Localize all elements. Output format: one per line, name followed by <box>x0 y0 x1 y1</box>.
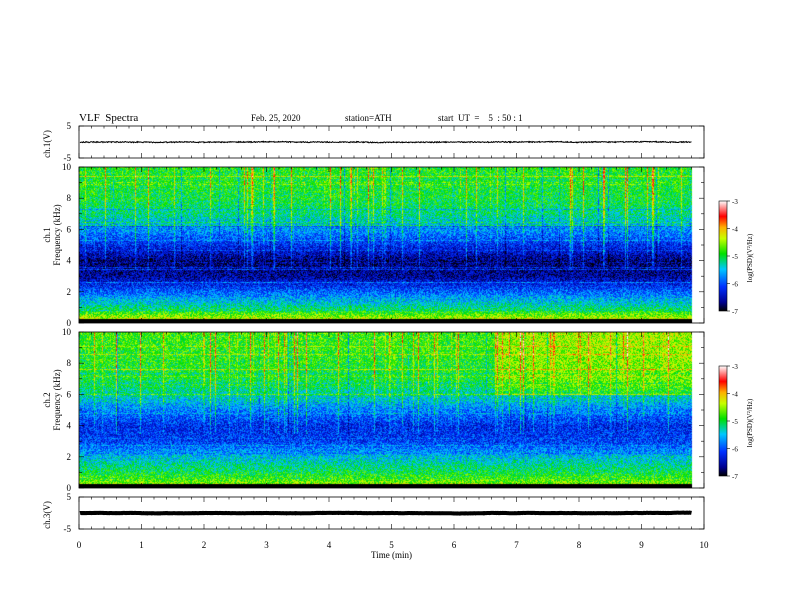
spec1-y-tick-label: 0 <box>67 318 72 328</box>
spectrogram-image-ch2 <box>79 332 704 488</box>
ch3-trace <box>79 510 692 516</box>
spec2-y-tick-label: 6 <box>67 389 72 399</box>
ch1-y-tick-label: -5 <box>64 153 72 163</box>
x-tick-label-0: 0 <box>77 540 82 550</box>
x-axis-title: Time (min) <box>371 550 412 560</box>
spec2-channel-label: ch.2 <box>42 392 52 407</box>
x-tick-label-8: 8 <box>577 540 582 550</box>
x-tick-label-9: 9 <box>639 540 644 550</box>
x-tick-label-1: 1 <box>139 540 144 550</box>
spec1-ylabel: Frequency (kHz) <box>52 204 62 265</box>
x-tick-label-6: 6 <box>452 540 457 550</box>
ch3-y-tick-label: 5 <box>67 492 72 502</box>
spec1-y-tick-label: 2 <box>67 287 72 297</box>
spec2-ylabel: Frequency (kHz) <box>52 369 62 430</box>
colorbar-tick-label: -5 <box>732 418 738 426</box>
x-tick-label-2: 2 <box>202 540 207 550</box>
spec1-y-tick-label: 6 <box>67 224 72 234</box>
ch3-ylabel: ch.3(V) <box>42 501 52 529</box>
spec2-y-tick-label: 10 <box>62 327 72 337</box>
colorbar-tick-label: -7 <box>732 473 738 481</box>
station-label: station=ATH <box>345 113 392 123</box>
colorbar-label-1: log(PSD)(V²/Hz) <box>746 233 754 282</box>
ch3-y-tick-label: -5 <box>64 524 72 534</box>
colorbar-label-2: log(PSD)(V²/Hz) <box>746 398 754 447</box>
colorbar-tick-label: -7 <box>732 308 738 316</box>
spec1-channel-label: ch.1 <box>42 227 52 242</box>
colorbar-tick-label: -5 <box>732 253 738 261</box>
x-tick-label-5: 5 <box>389 540 394 550</box>
colorbar-tick-label: -3 <box>732 198 738 206</box>
date-label: Feb. 25, 2020 <box>251 113 301 123</box>
x-tick-label-7: 7 <box>514 540 519 550</box>
colorbar-tick-label: -3 <box>732 363 738 371</box>
colorbar-1 <box>718 200 728 312</box>
ch1-trace <box>79 140 692 144</box>
spec2-y-tick-label: 4 <box>67 421 72 431</box>
x-tick-label-3: 3 <box>264 540 269 550</box>
spec1-y-tick-label: 10 <box>62 162 72 172</box>
colorbar-tick-label: -4 <box>732 391 738 399</box>
spectrogram-image-ch1 <box>79 167 704 323</box>
colorbar-tick-label: -4 <box>732 226 738 234</box>
ch1-ylabel: ch.1(V) <box>42 130 52 158</box>
spec1-y-tick-label: 8 <box>67 193 72 203</box>
colorbar-tick-label: -6 <box>732 281 738 289</box>
spec1-y-tick-label: 4 <box>67 256 72 266</box>
colorbar-tick-label: -6 <box>732 446 738 454</box>
ch1-y-tick-label: 5 <box>67 121 72 131</box>
x-tick-label-10: 10 <box>700 540 710 550</box>
colorbar-2 <box>718 365 728 477</box>
spec2-y-tick-label: 0 <box>67 483 72 493</box>
start-ut-label: start UT = 5 : 50 : 1 <box>438 113 523 123</box>
spec2-y-tick-label: 8 <box>67 358 72 368</box>
chart-title: VLF Spectra <box>79 112 139 124</box>
spec2-y-tick-label: 2 <box>67 452 72 462</box>
x-tick-label-4: 4 <box>327 540 332 550</box>
